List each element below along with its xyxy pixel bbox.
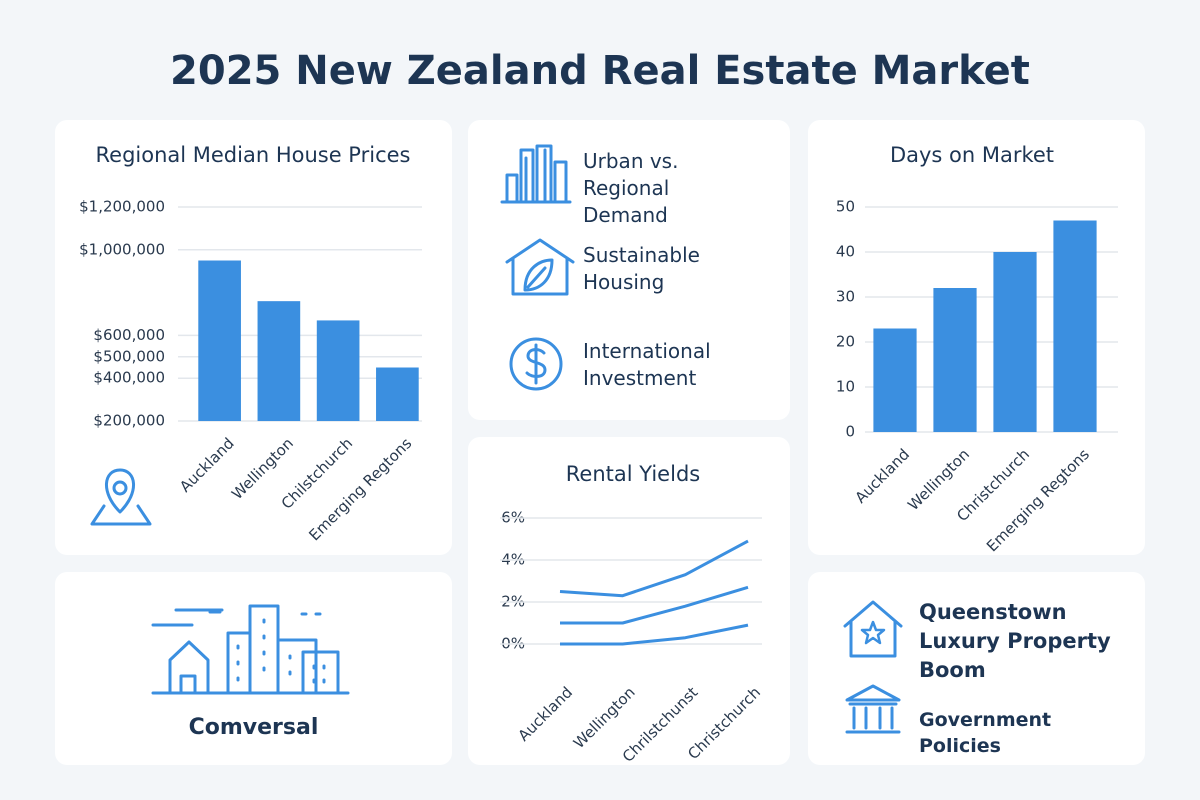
trend-label: Sustainable Housing — [583, 243, 700, 294]
page-title: 2025 New Zealand Real Estate Market — [170, 48, 1030, 94]
location-icon — [90, 468, 152, 526]
y-tick-label: 40 — [836, 243, 855, 261]
x-tick-label: Auckland — [176, 434, 238, 496]
y-tick-label: $600,000 — [93, 326, 165, 344]
highlight-label: Government Policies — [919, 709, 1052, 757]
chart-title: Days on Market — [890, 143, 1054, 167]
x-tick-label: Auckland — [851, 445, 913, 507]
bar — [316, 320, 360, 421]
y-tick-label: $1,200,000 — [79, 198, 165, 216]
x-tick-label: Wellington — [570, 683, 639, 752]
city-label: Comversal — [188, 715, 319, 740]
bar — [1053, 220, 1097, 432]
line — [560, 585, 749, 625]
bar — [993, 252, 1037, 432]
y-tick-label: $1,000,000 — [79, 240, 165, 258]
y-tick-label: 50 — [836, 198, 855, 216]
y-tick-label: 30 — [836, 288, 855, 306]
line — [560, 623, 749, 646]
x-tick-label: Emerging Regtons — [305, 434, 415, 544]
x-tick-label: Auckland — [514, 683, 576, 745]
y-tick-label: $500,000 — [93, 347, 165, 365]
y-tick-label: $400,000 — [93, 369, 165, 387]
trend-label: International Investment — [583, 339, 711, 390]
city-icon — [151, 604, 350, 695]
y-tick-label: 20 — [836, 333, 855, 351]
chart-title: Rental Yields — [566, 462, 700, 486]
bar — [933, 288, 977, 432]
house-leaf-icon — [505, 238, 575, 296]
card — [55, 572, 452, 765]
x-tick-label: Emerging Regtons — [983, 445, 1093, 555]
house-star-icon — [843, 600, 903, 658]
y-tick-label: 10 — [836, 378, 855, 396]
line — [559, 539, 749, 598]
government-icon — [845, 684, 901, 734]
bar — [376, 367, 419, 421]
bar — [198, 260, 241, 421]
card — [468, 437, 790, 765]
chart-title: Regional Median House Prices — [96, 143, 411, 167]
bar — [873, 328, 917, 432]
y-tick-label: $200,000 — [93, 412, 165, 430]
y-tick-label: 0 — [845, 423, 855, 441]
dollar-icon — [509, 337, 563, 391]
bar — [257, 301, 301, 421]
trend-label: Urban vs. Regional Demand — [583, 149, 679, 227]
highlight-label: Queenstown Luxury Property Boom — [919, 600, 1111, 682]
buildings-icon — [500, 144, 572, 204]
